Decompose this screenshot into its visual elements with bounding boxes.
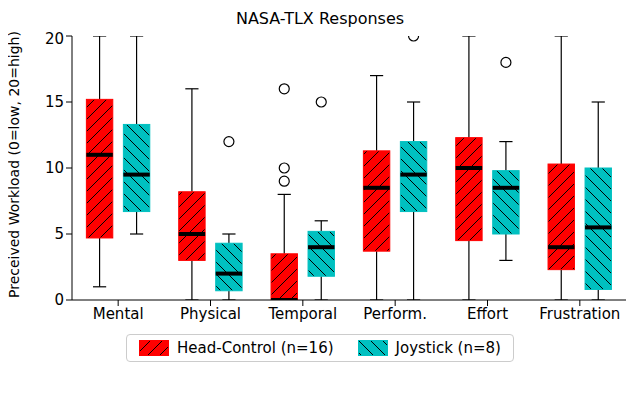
html-text:NASA-TLX Responses: NASA-TLX Responses — [235, 9, 405, 28]
svg-text:Preceived Workload (0=low, 20=: Preceived Workload (0=low, 20=high) — [8, 31, 22, 298]
html-text:Head-Control (n=16): Head-Control (n=16) — [177, 339, 334, 357]
svg-text:Mental: Mental — [93, 305, 144, 323]
svg-text:10: 10 — [45, 159, 64, 177]
svg-text:5: 5 — [54, 225, 64, 243]
svg-text:Temporal: Temporal — [267, 305, 337, 323]
svg-text:20: 20 — [45, 30, 64, 48]
svg-text:Perform.: Perform. — [363, 305, 427, 323]
svg-text:Physical: Physical — [180, 305, 241, 323]
svg-text:Effort: Effort — [467, 305, 508, 323]
svg-text:Frustration: Frustration — [539, 305, 620, 323]
svg-text:15: 15 — [45, 93, 64, 111]
svg-text:0: 0 — [54, 291, 64, 309]
html-text:Joystick (n=8): Joystick (n=8) — [395, 339, 501, 357]
